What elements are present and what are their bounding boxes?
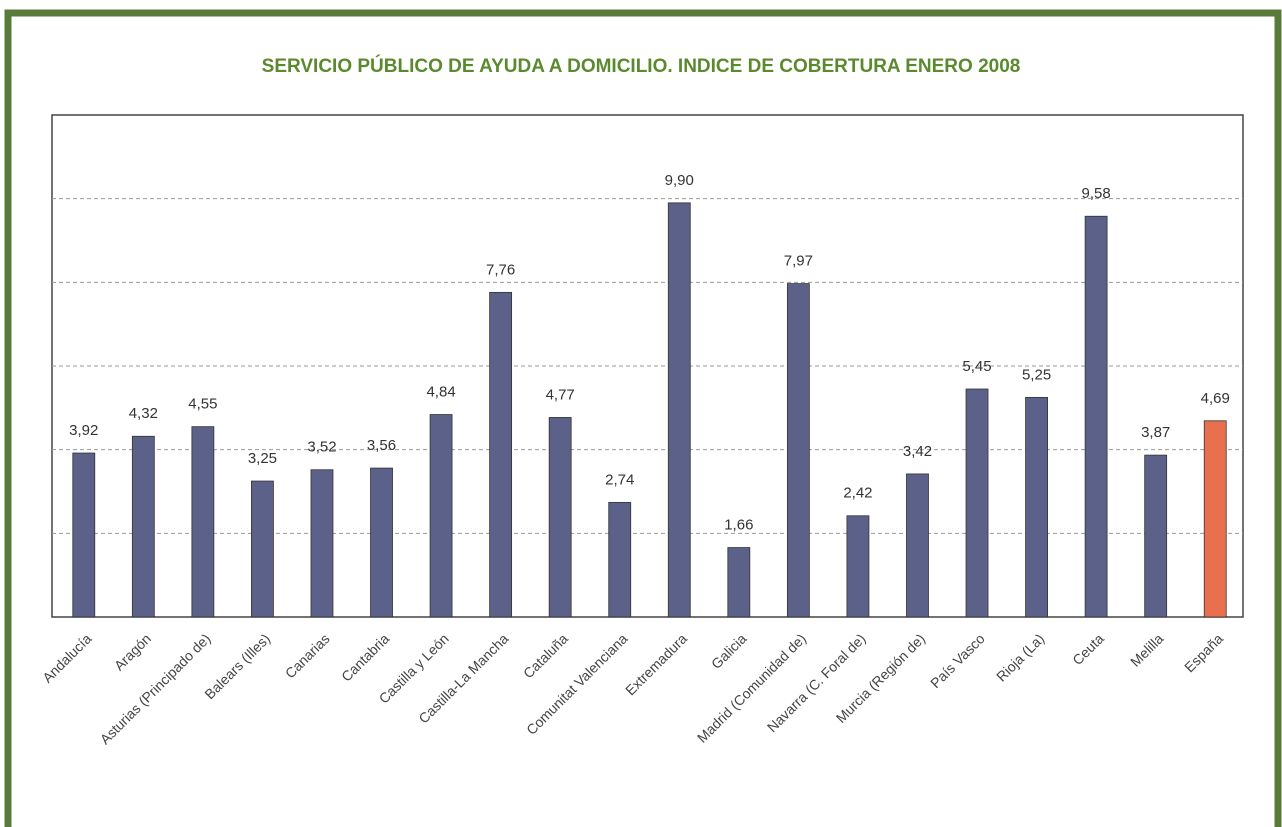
value-label: 4,69 [1201, 390, 1230, 407]
bar [1203, 420, 1227, 618]
bar [727, 547, 751, 618]
bar [667, 202, 691, 618]
value-label: 4,55 [188, 396, 217, 413]
x-tick-label: Ceuta [1069, 630, 1107, 668]
x-tick-label: Cantabria [338, 630, 392, 684]
x-tick-label: Navarra (C. Foral de) [764, 630, 869, 735]
x-tick-label: Extremadura [622, 630, 690, 698]
bar [846, 515, 870, 618]
bar [786, 283, 810, 618]
value-label: 3,87 [1141, 424, 1170, 441]
x-tick-label: Andalucía [39, 630, 94, 685]
value-label: 4,32 [129, 405, 158, 422]
value-label: 9,90 [665, 172, 694, 189]
value-label: 3,56 [367, 437, 396, 454]
bar [429, 414, 453, 618]
value-label: 3,92 [69, 422, 98, 439]
frame [4, 9, 1282, 827]
bar [370, 467, 393, 618]
bar [251, 480, 274, 618]
value-label: 3,52 [307, 439, 336, 456]
bar [548, 417, 572, 618]
value-label: 4,77 [546, 386, 575, 403]
x-tick-label: Rioja (La) [993, 630, 1047, 684]
value-label: 3,42 [903, 443, 932, 460]
bar [1144, 454, 1168, 618]
value-label: 9,58 [1082, 185, 1111, 202]
x-tick-label: España [1181, 630, 1226, 675]
bar [906, 473, 929, 618]
value-label: 4,84 [426, 383, 455, 400]
value-label: 7,76 [486, 261, 515, 278]
bar [965, 388, 989, 618]
bar [191, 426, 215, 618]
x-tick-label: País Vasco [927, 630, 988, 691]
bar [608, 501, 632, 618]
x-tick-label: Melilla [1127, 630, 1167, 670]
value-label: 3,25 [248, 450, 277, 467]
chart-title: SERVICIO PÚBLICO DE AYUDA A DOMICILIO. I… [262, 55, 1021, 77]
x-tick-label: Comunitat Valenciana [523, 630, 631, 738]
bar [1025, 396, 1048, 618]
value-label: 2,74 [605, 471, 634, 488]
bar [489, 291, 513, 618]
bar [1084, 215, 1108, 618]
x-tick-label: Madrid (Comunidad de) [694, 630, 809, 745]
value-label: 7,97 [784, 253, 813, 270]
value-label: 5,45 [962, 358, 991, 375]
value-label: 1,66 [724, 517, 753, 534]
value-label: 2,42 [843, 485, 872, 502]
x-tick-label: Canarias [282, 630, 333, 681]
x-tick-label: Cataluña [520, 630, 571, 681]
bar [310, 469, 334, 618]
bar [131, 435, 155, 618]
x-tick-label: Galicia [708, 630, 750, 672]
value-label: 5,25 [1022, 366, 1051, 383]
x-tick-label: Aragón [111, 630, 154, 673]
x-tick-label: Asturias (Principado de) [97, 630, 214, 747]
bar [72, 452, 96, 618]
